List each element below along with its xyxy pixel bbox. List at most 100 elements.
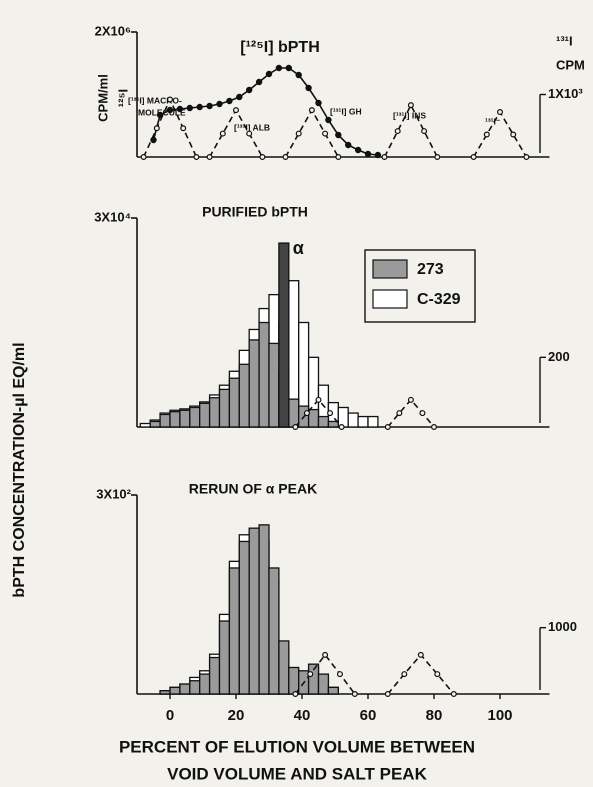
point-marker: [308, 107, 315, 114]
panel-title: [¹²⁵I] bPTH: [240, 39, 320, 56]
point-marker: [246, 130, 253, 137]
x-tick-label: 60: [360, 707, 377, 724]
x-tick-label: 100: [487, 707, 512, 724]
histogram-bar: [248, 527, 260, 695]
histogram-bar: [238, 363, 250, 428]
point-marker: [417, 651, 424, 658]
point-marker: [407, 102, 414, 109]
x-axis-label: VOID VOLUME AND SALT PEAK: [167, 764, 427, 783]
legend-swatch: [372, 259, 408, 279]
legend-label: C-329: [417, 291, 461, 308]
y-tick-label: 2X10⁶: [95, 23, 131, 38]
histogram-bar: [228, 567, 240, 695]
annotation: MOLECULE: [138, 107, 186, 117]
histogram-bar: [218, 388, 231, 428]
point-marker: [295, 130, 302, 137]
point-marker: [167, 96, 174, 103]
histogram-bar: [337, 406, 349, 428]
histogram-bar: [228, 377, 240, 428]
point-marker: [295, 71, 302, 79]
histogram-bar: [248, 339, 260, 428]
y2-tick-label: 1000: [548, 619, 577, 634]
x-tick-label: 80: [426, 707, 443, 724]
point-marker: [345, 141, 352, 149]
point-marker: [407, 396, 414, 403]
histogram-bar: [317, 415, 330, 428]
histogram-bar: [317, 673, 330, 695]
point-marker: [322, 130, 329, 137]
line-series: [294, 653, 356, 695]
point-marker: [483, 131, 490, 138]
y-axis-label: ¹²⁵I: [115, 89, 130, 107]
histogram-bar: [258, 524, 270, 695]
point-marker: [325, 116, 332, 124]
panel-title: PURIFIED bPTH: [202, 204, 308, 220]
point-marker: [226, 97, 233, 105]
point-marker: [523, 154, 530, 161]
y-axis-label: CPM/ml: [95, 74, 110, 122]
y-tick-label: 3X10²: [96, 486, 131, 501]
histogram-bar: [189, 406, 201, 428]
histogram-bar: [238, 540, 250, 695]
point-marker: [193, 154, 200, 161]
point-marker: [394, 128, 401, 135]
point-marker: [292, 424, 299, 431]
point-marker: [364, 150, 372, 158]
histogram-bar: [218, 620, 231, 695]
point-marker: [206, 154, 213, 161]
histogram-bar: [357, 415, 369, 428]
histogram-bar: [278, 640, 290, 695]
point-marker: [450, 690, 457, 697]
point-marker: [335, 131, 342, 139]
point-marker: [292, 690, 299, 697]
point-marker: [322, 651, 329, 658]
histogram-bar: [179, 409, 191, 428]
histogram-bar: [327, 686, 339, 695]
legend-swatch: [372, 289, 408, 309]
histogram-bar: [139, 422, 151, 428]
histogram-bar: [327, 420, 339, 428]
histogram-bar: [159, 690, 171, 695]
alpha-label: α: [293, 238, 304, 258]
point-marker: [470, 154, 477, 161]
x-tick-label: 0: [166, 707, 174, 724]
point-marker: [282, 154, 289, 161]
point-marker: [156, 111, 164, 119]
histogram-bar: [288, 398, 300, 428]
point-marker: [336, 671, 343, 678]
y2-axis-label: ¹³¹I: [556, 33, 573, 48]
point-marker: [384, 424, 391, 431]
annotation: [¹³¹I] GH: [330, 106, 362, 116]
histogram-bar: [268, 567, 280, 695]
point-marker: [315, 396, 322, 403]
point-marker: [233, 107, 240, 114]
legend-label: 273: [417, 261, 444, 278]
point-marker: [327, 410, 334, 417]
annotation: [¹³¹I] ALB: [234, 122, 270, 132]
histogram-bar: [208, 656, 221, 695]
point-marker: [307, 671, 314, 678]
point-marker: [315, 99, 322, 107]
histogram-bar: [199, 402, 211, 428]
point-marker: [434, 671, 441, 678]
point-marker: [216, 100, 223, 108]
point-marker: [338, 424, 345, 431]
point-marker: [354, 146, 362, 154]
point-marker: [401, 671, 408, 678]
x-axis-label: PERCENT OF ELUTION VOLUME BETWEEN: [119, 737, 475, 756]
histogram-bar: [189, 680, 201, 695]
histogram-bar: [288, 666, 300, 695]
point-marker: [285, 64, 292, 72]
point-marker: [259, 154, 266, 161]
histogram-bar: [307, 408, 320, 428]
histogram-bar: [347, 412, 359, 428]
histogram-bar: [179, 683, 191, 695]
point-marker: [510, 131, 517, 138]
y2-axis-label: CPM: [556, 57, 585, 72]
histogram-bar: [208, 397, 221, 428]
point-marker: [275, 64, 283, 72]
point-marker: [245, 86, 253, 94]
annotation: [¹³¹I] MACRO-: [128, 95, 182, 105]
point-marker: [255, 78, 263, 86]
point-marker: [396, 410, 403, 417]
